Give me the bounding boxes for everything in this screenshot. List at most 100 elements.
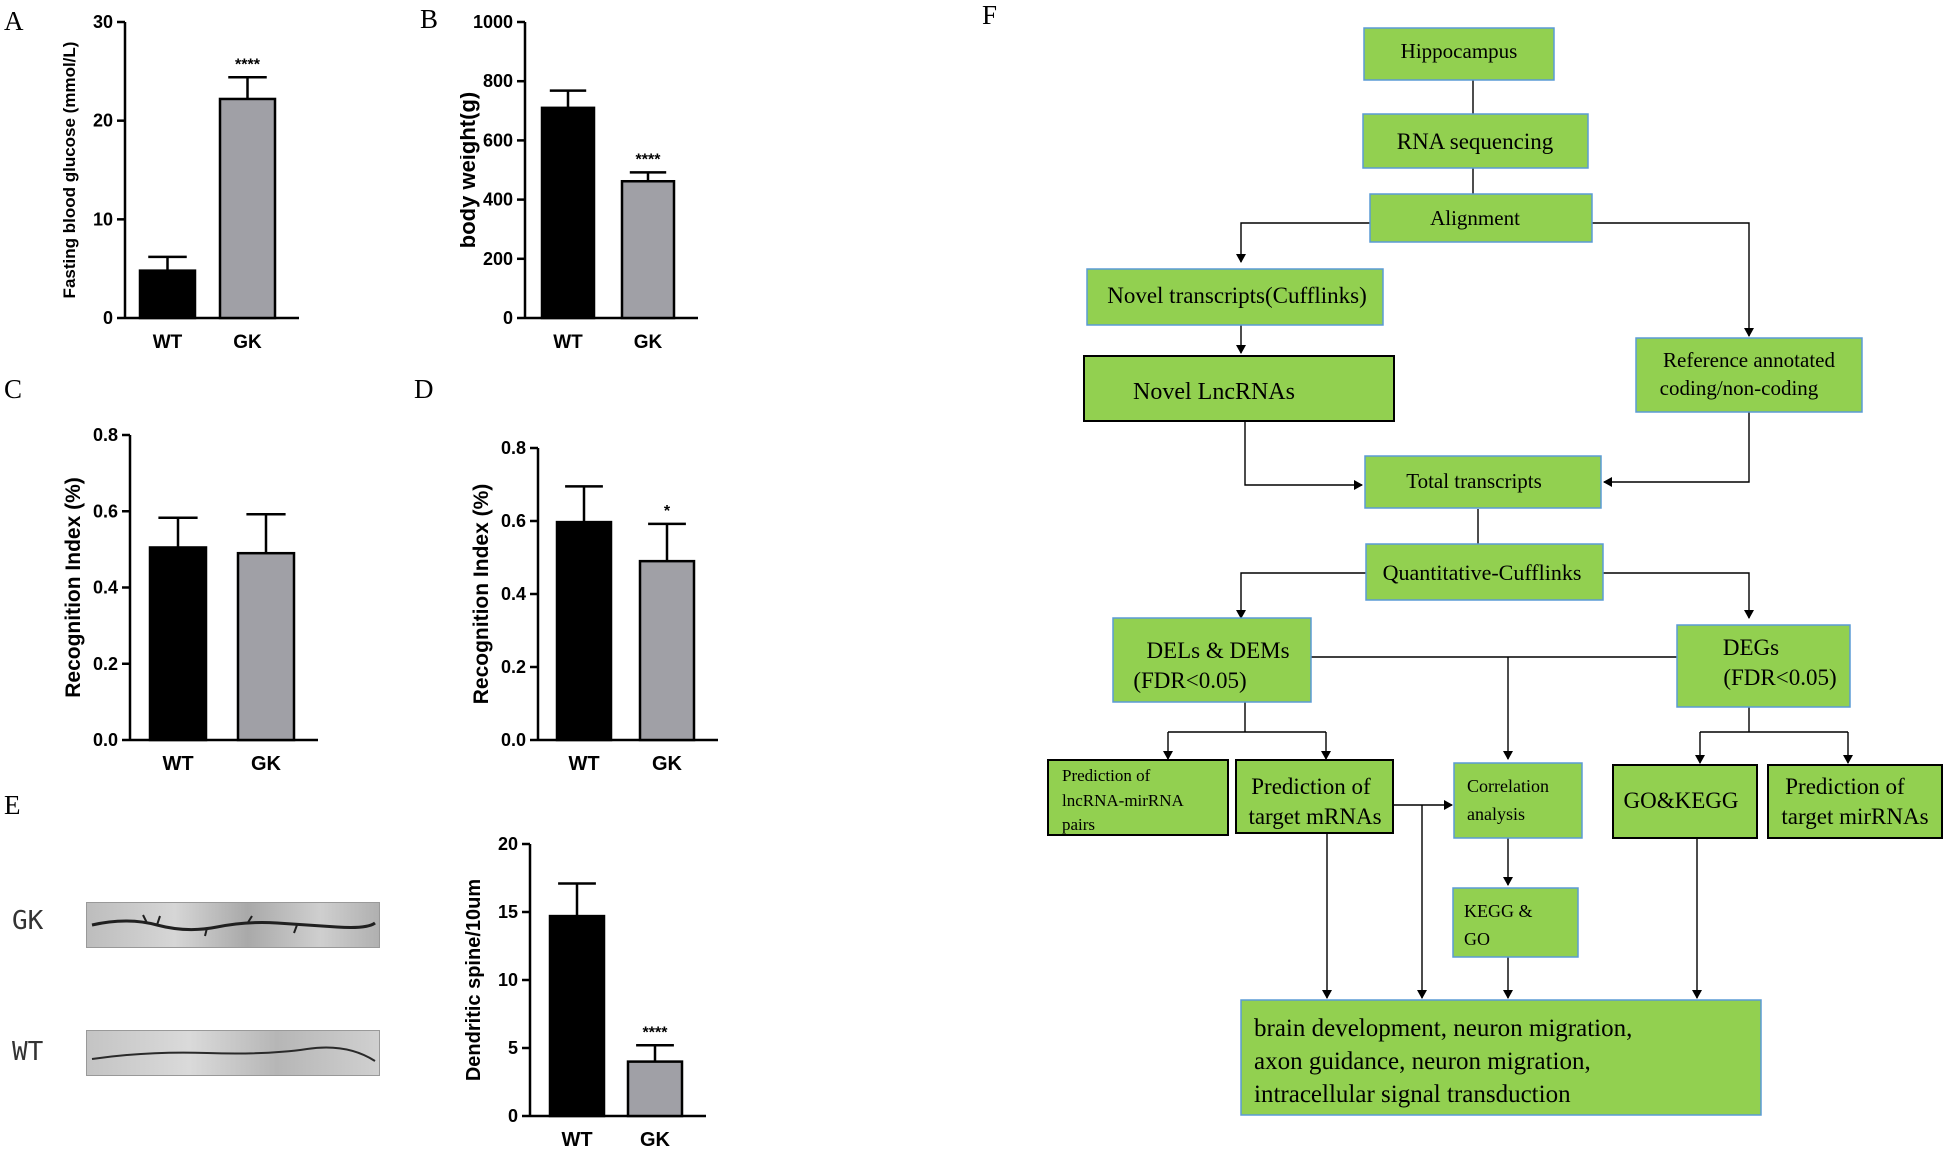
y-tick-label: 20 <box>498 834 518 854</box>
bar-gk <box>236 551 296 742</box>
node-kegg-go <box>1452 887 1579 958</box>
y-tick-label: 5 <box>508 1038 518 1058</box>
label-pred-mir-2: target mirRNAs <box>1781 804 1928 829</box>
y-tick-label: 0.6 <box>93 501 118 521</box>
bar-gk <box>626 1060 684 1118</box>
label-pred-mir-1: Prediction of <box>1785 774 1905 799</box>
label-final-1: brain development, neuron migration, <box>1254 1015 1632 1042</box>
panel-label-f: F <box>982 0 998 30</box>
significance-label: **** <box>643 1024 669 1041</box>
category-label: WT <box>553 332 583 353</box>
y-tick-label: 400 <box>483 190 513 210</box>
node-go-kegg <box>1612 764 1758 839</box>
y-tick-label: 0.0 <box>93 730 118 750</box>
category-label: WT <box>162 753 193 775</box>
label-hippocampus: Hippocampus <box>1401 39 1518 63</box>
chart-dendritic-spine: 0 5 10 15 20 Dendritic spine/10um WT GK **** <box>463 834 706 1150</box>
label-novel-lncrnas: Novel LncRNAs <box>1133 379 1295 405</box>
node-prediction-target-mrnas <box>1235 759 1394 834</box>
panel-label-a: A <box>4 6 24 36</box>
panel-label-e: E <box>4 790 21 820</box>
bar-wt <box>548 914 606 1118</box>
y-axis-label: Recognition Index (%) <box>62 477 85 698</box>
y-axis-label: Recognition Index (%) <box>470 484 493 705</box>
node-prediction-target-mirrnas <box>1767 764 1943 839</box>
label-pred-target-2: target mRNAs <box>1248 804 1381 829</box>
label-reference-2: coding/non-coding <box>1660 376 1819 400</box>
label-final-3: intracellular signal transduction <box>1254 1081 1571 1108</box>
node-rna-sequencing <box>1362 113 1589 169</box>
category-label: GK <box>652 753 683 775</box>
label-reference-1: Reference annotated <box>1663 348 1835 372</box>
node-final-outcomes <box>1240 999 1762 1116</box>
label-total-transcripts: Total transcripts <box>1406 469 1542 493</box>
significance-label: **** <box>235 56 261 73</box>
bar-wt <box>148 546 208 742</box>
y-tick-label: 0.4 <box>501 584 526 604</box>
node-total-transcripts <box>1364 455 1602 509</box>
label-quantitative-cufflinks: Quantitative-Cufflinks <box>1383 560 1582 585</box>
label-correlation-2: analysis <box>1467 804 1525 824</box>
y-tick-label: 0.2 <box>93 654 118 674</box>
category-label: GK <box>640 1129 671 1150</box>
label-kegggo-1: KEGG & <box>1464 901 1533 921</box>
micrograph-label-wt: WT <box>12 1037 44 1067</box>
micrograph-label-gk: GK <box>12 906 44 936</box>
category-label: GK <box>251 753 282 775</box>
y-tick-label: 15 <box>498 902 518 922</box>
chart-body-weight: 0 200 400 600 800 1000 body weight(g) WT GK **** <box>460 12 698 353</box>
y-tick-label: 0 <box>503 308 513 328</box>
label-final-2: axon guidance, neuron migration, <box>1254 1048 1591 1075</box>
y-axis-label: body weight(g) <box>460 92 480 248</box>
bar-wt <box>555 520 613 742</box>
label-pred-pairs-1: Prediction of <box>1062 766 1151 785</box>
label-go-kegg: GO&KEGG <box>1624 788 1739 813</box>
y-tick-label: 0 <box>103 308 113 328</box>
y-tick-label: 10 <box>498 970 518 990</box>
significance-label: **** <box>636 151 662 168</box>
node-novel-transcripts <box>1086 268 1384 326</box>
node-hippocampus <box>1363 27 1555 81</box>
panel-label-d: D <box>414 374 434 404</box>
y-tick-label: 0.2 <box>501 657 526 677</box>
y-tick-label: 200 <box>483 249 513 269</box>
micrograph-gk-image <box>86 902 380 948</box>
bar-gk <box>638 559 696 742</box>
node-correlation-analysis <box>1453 762 1583 839</box>
y-tick-label: 0.6 <box>501 511 526 531</box>
y-tick-label: 10 <box>93 209 113 229</box>
y-axis-label: Dendritic spine/10um <box>463 879 485 1081</box>
node-reference <box>1635 337 1863 413</box>
category-label: WT <box>568 753 599 775</box>
label-pred-pairs-2: lncRNA-mirRNA <box>1062 791 1185 810</box>
category-label: GK <box>634 332 663 353</box>
panel-label-c: C <box>4 374 23 404</box>
label-novel-transcripts: Novel transcripts(Cufflinks) <box>1107 283 1367 308</box>
significance-label: * <box>664 503 671 520</box>
y-axis-label: Fasting blood glucose (mmol/L) <box>60 42 79 299</box>
y-tick-label: 600 <box>483 130 513 150</box>
label-degs-1: DEGs <box>1723 635 1779 660</box>
y-tick-label: 0.0 <box>501 730 526 750</box>
category-label: WT <box>153 332 183 353</box>
label-pred-pairs-3: pairs <box>1062 815 1095 834</box>
bar-wt <box>138 269 197 320</box>
chart-fasting-glucose: 0 10 20 30 Fasting blood glucose (mmol/L) WT G… <box>60 12 299 353</box>
node-novel-lncrnas <box>1083 355 1395 422</box>
label-degs-2: (FDR<0.05) <box>1723 665 1836 690</box>
label-dels-2: (FDR<0.05) <box>1133 668 1246 693</box>
bar-wt <box>540 106 596 320</box>
category-label: WT <box>561 1129 592 1150</box>
category-label: GK <box>233 332 262 353</box>
label-kegggo-2: GO <box>1464 929 1490 949</box>
node-alignment <box>1369 193 1593 243</box>
node-prediction-pairs <box>1047 759 1229 836</box>
micrograph-wt-image <box>86 1030 380 1076</box>
y-tick-label: 800 <box>483 71 513 91</box>
node-dels-dems <box>1112 617 1312 703</box>
y-tick-label: 1000 <box>473 12 513 32</box>
y-tick-label: 30 <box>93 12 113 32</box>
panel-label-b: B <box>420 4 439 34</box>
y-tick-label: 0 <box>508 1106 518 1126</box>
y-tick-label: 0.8 <box>93 425 118 445</box>
